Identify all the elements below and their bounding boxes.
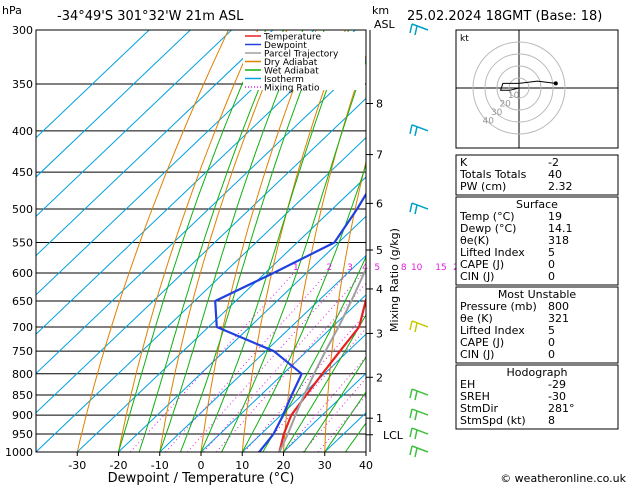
wind-barb [410, 428, 428, 439]
mixing-ratio-label: 15 [435, 263, 446, 273]
hodograph-indices-row-label: StmSpd (kt) [460, 414, 526, 427]
height-tick-label: 7 [376, 149, 383, 162]
wind-barb-staff [412, 446, 428, 452]
surface-row-label: CIN (J) [460, 270, 494, 283]
wind-barb-flag [410, 24, 412, 33]
copyright-text: © weatheronline.co.uk [500, 472, 626, 485]
pressure-tick-label: 900 [12, 409, 33, 422]
dry-adiabat-line [407, 30, 463, 452]
summary-indices-row-label: PW (cm) [460, 180, 506, 193]
pressure-tick-label: 600 [12, 267, 33, 280]
pressure-tick-label: 1000 [5, 446, 33, 459]
height-tick-label: 2 [376, 371, 383, 384]
wind-barb [410, 24, 428, 35]
height-unit-asl-label: ASL [374, 18, 396, 31]
wind-barb [410, 203, 428, 214]
wind-barb-flag [415, 205, 417, 214]
pressure-tick-label: 500 [12, 203, 33, 216]
x-axis-title: Dewpoint / Temperature (°C) [108, 471, 295, 486]
height-tick-label: 4 [376, 283, 383, 296]
pressure-tick-label: 450 [12, 166, 33, 179]
mixing-ratio-label: 1 [293, 263, 299, 273]
height-tick-label: LCL [383, 429, 404, 442]
wind-barb-flag [410, 389, 412, 398]
wind-barb-flag [410, 428, 412, 437]
wind-barb-flag [410, 203, 412, 212]
summary-indices-row-value: 2.32 [548, 180, 573, 193]
wind-barb [410, 321, 428, 332]
height-tick-label: 3 [376, 327, 383, 340]
x-tick-label: -30 [68, 459, 86, 472]
datetime-title: 25.02.2024 18GMT (Base: 18) [407, 9, 602, 24]
most-unstable-row-value: 0 [548, 348, 555, 361]
mixing-ratio-axis-title: Mixing Ratio (g/kg) [388, 228, 401, 332]
wind-barb-flag [415, 127, 417, 136]
wind-barb [410, 389, 428, 400]
mixing-ratio-label: 3 [347, 263, 353, 273]
wind-barb-flag [415, 323, 417, 332]
wind-barb-staff [412, 125, 428, 131]
mixing-ratio-label: 8 [401, 263, 407, 273]
height-unit-label: km [372, 4, 389, 17]
wind-barb-staff [412, 428, 428, 434]
x-tick-label: 40 [359, 459, 373, 472]
pressure-tick-label: 850 [12, 389, 33, 402]
pressure-tick-label: 550 [12, 236, 33, 249]
pressure-tick-label: 750 [12, 345, 33, 358]
wind-barb [410, 125, 428, 136]
height-tick-label: 6 [376, 197, 383, 210]
pressure-tick-label: 650 [12, 295, 33, 308]
hodograph-indices-row-value: 8 [548, 414, 555, 427]
wind-barb-flag [415, 391, 417, 400]
wind-barb-flag [415, 430, 417, 439]
hodograph-ring-label: 40 [482, 117, 494, 127]
pressure-tick-label: 950 [12, 428, 33, 441]
mixing-ratio-label: 5 [374, 263, 380, 273]
wind-barb-flag [410, 125, 412, 134]
x-tick-label: 30 [318, 459, 332, 472]
wind-barb [410, 409, 428, 420]
wind-barb-flag [415, 411, 417, 420]
wind-barbs-layer [410, 24, 428, 457]
wind-barb-flag [410, 446, 412, 455]
wind-barb-staff [412, 409, 428, 415]
wind-barb-staff [412, 389, 428, 395]
mixing-ratio-label: 2 [326, 263, 332, 273]
wind-barb-staff [412, 321, 428, 327]
pressure-tick-label: 800 [12, 368, 33, 381]
wind-barb [410, 446, 428, 457]
legend-label: Mixing Ratio [264, 84, 320, 94]
surface-row-value: 0 [548, 270, 555, 283]
hodograph-end-marker [554, 81, 558, 85]
height-tick-label: 8 [376, 98, 383, 111]
pressure-tick-label: 700 [12, 321, 33, 334]
location-title: -34°49'S 301°32'W 21m ASL [57, 9, 244, 24]
pressure-tick-label: 300 [12, 24, 33, 37]
wind-barb-flag [410, 409, 412, 418]
pressure-unit-label: hPa [2, 4, 22, 17]
most-unstable-row-label: CIN (J) [460, 348, 494, 361]
hodograph-unit-label: kt [460, 34, 469, 44]
pressure-tick-label: 400 [12, 125, 33, 138]
wind-barb-flag [410, 321, 412, 330]
pressure-tick-label: 350 [12, 78, 33, 91]
wind-barb-staff [412, 24, 428, 30]
height-tick-label: 1 [376, 412, 383, 425]
height-tick-label: 5 [376, 244, 383, 257]
wind-barb-flag [415, 26, 417, 35]
mixing-ratio-label: 10 [411, 263, 423, 273]
wind-barb-staff [412, 203, 428, 209]
wind-barb-flag [415, 448, 417, 457]
